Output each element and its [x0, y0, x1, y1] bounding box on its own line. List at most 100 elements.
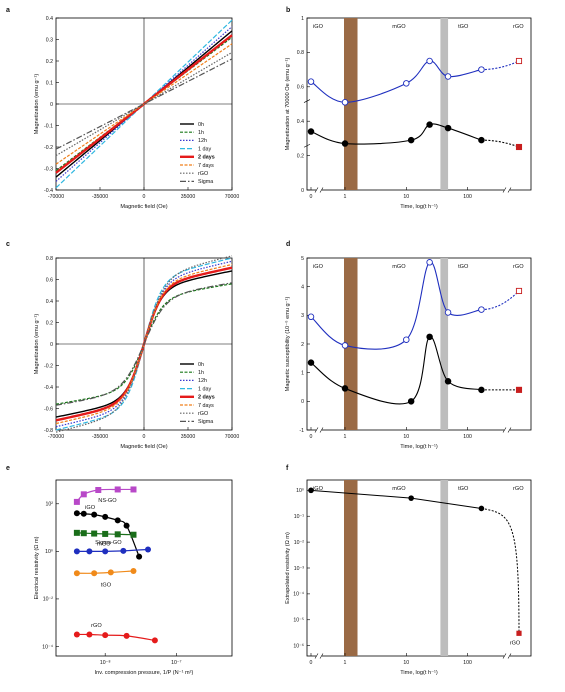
data-point — [91, 570, 98, 577]
data-point — [426, 259, 433, 266]
series-label-NS-GO: NS-GO — [98, 498, 117, 504]
x-axis-label: Magnetic field (Oe) — [120, 204, 167, 210]
region-label-mGO: mGO — [392, 24, 406, 30]
legend-label: 12h — [198, 378, 207, 384]
series-dashed-filled — [481, 139, 520, 148]
chart-panel-a: -0.4 -0.3 -0.2 -0.1 0 0.1 0.2 0.3 0.4 -70000 -3500… — [34, 16, 239, 210]
data-point — [73, 631, 80, 638]
data-point — [444, 73, 452, 80]
x-tick-label: 10 — [403, 660, 409, 666]
axis-break — [303, 99, 311, 103]
legend-label: 12h — [198, 138, 207, 144]
y-tick-label: 0.4 — [297, 119, 304, 125]
series-line-rGO — [55, 255, 233, 433]
data-point — [102, 530, 109, 537]
data-point — [73, 548, 80, 555]
x-tick-label: 10 — [403, 194, 409, 200]
x-tick-label: 100 — [463, 194, 472, 200]
data-point — [86, 631, 93, 638]
series-line-7-days — [55, 43, 233, 165]
data-point — [144, 546, 151, 553]
y-tick-label: 10⁻¹ — [294, 514, 305, 520]
data-point — [307, 128, 315, 135]
y-tick-label: 0.4 — [46, 299, 53, 305]
legend-label: 7 days — [198, 403, 214, 409]
y-tick-label: -0.6 — [44, 406, 53, 412]
axis-break-mask — [316, 188, 322, 192]
panel-letter-b: b — [286, 7, 290, 14]
y-tick-label: 0.2 — [46, 320, 53, 326]
data-point — [478, 386, 485, 394]
legend-label: 2 days — [198, 395, 215, 401]
data-point — [407, 136, 415, 144]
panel-letter-e: e — [6, 465, 10, 472]
data-point — [102, 513, 109, 520]
data-point — [80, 530, 87, 537]
data-point — [73, 529, 80, 536]
legend-label: 1h — [198, 130, 204, 136]
panel-letter-f: f — [286, 465, 289, 472]
x-axis-label: Time, log(t h⁻¹) — [400, 204, 438, 210]
region-label-iGO: iGO — [313, 486, 324, 492]
y-tick-label: 0 — [50, 342, 53, 348]
x-tick-label: 35000 — [181, 194, 196, 200]
legend-label: 7 days — [198, 163, 214, 169]
legend-label: 1h — [198, 370, 204, 376]
panel-letter-a: a — [6, 7, 10, 14]
y-axis-label: Magnetization at 70000 Oe (emu g⁻¹) — [285, 57, 291, 150]
x-axis-label: Time, log(t h⁻¹) — [400, 444, 438, 450]
axis-break-mask — [316, 428, 322, 432]
data-point — [151, 637, 158, 644]
y-tick-label: 0.3 — [46, 37, 53, 43]
data-point-rGO — [515, 57, 523, 65]
data-point — [308, 487, 314, 494]
chart-panel-c: -0.8 -0.6 -0.4 -0.2 0 0.2 0.4 0.6 0.8 -70000 -3500… — [34, 255, 239, 450]
data-point — [341, 140, 349, 147]
data-point — [403, 80, 410, 87]
data-point — [107, 569, 114, 576]
data-point — [130, 531, 137, 538]
series-curve-filled — [310, 336, 482, 405]
axis-break — [314, 187, 319, 193]
data-point — [307, 359, 315, 366]
series-label-tGO: tGO — [101, 582, 112, 588]
x-tick-label: -70000 — [48, 434, 64, 440]
data-point — [120, 547, 127, 554]
axis-break-mask — [504, 428, 510, 432]
rGO-point-label: rGO — [510, 640, 521, 646]
series-curve-open — [310, 60, 482, 103]
y-tick-label: 10⁻⁵ — [293, 618, 304, 624]
gray-band — [440, 480, 449, 656]
series-dashed-open — [481, 290, 520, 311]
y-tick-label: 10⁻⁶ — [293, 643, 304, 649]
y-tick-label: -1 — [299, 428, 304, 434]
y-tick-label: 1 — [301, 370, 304, 376]
data-point — [80, 491, 87, 498]
y-tick-label: 0.2 — [297, 153, 304, 159]
axis-break-mask — [316, 654, 322, 658]
chart-panel-f: iGO mGO tGO rGO 10⁻⁶ 10⁻⁵ 10⁻⁴ 10⁻³ 10⁻² 10⁻¹ 10⁰ 0… — [285, 479, 532, 676]
x-tick-label: 0 — [310, 194, 313, 200]
x-tick-label: 10⁻⁸ — [100, 660, 111, 666]
plot-frame — [306, 17, 532, 191]
axis-break — [314, 427, 319, 433]
x-axis-label: Magnetic field (Oe) — [120, 444, 167, 450]
data-point — [478, 306, 485, 313]
resistivity-dashed — [481, 507, 520, 634]
region-label-mGO: mGO — [392, 486, 406, 492]
y-axis-label: Magnetization (emu g⁻¹) — [34, 314, 40, 375]
y-tick-label: -0.4 — [44, 188, 53, 194]
x-tick-label: 1 — [344, 194, 347, 200]
y-tick-label: -0.1 — [44, 123, 53, 129]
series-curve-open — [310, 261, 482, 350]
data-point — [114, 531, 121, 538]
y-axis-label: Magnetic susceptibility (10⁻⁶ emu g⁻¹) — [284, 297, 291, 392]
legend-label: 0h — [198, 122, 204, 128]
y-tick-label: 4 — [301, 284, 304, 290]
region-label-rGO: rGO — [513, 264, 524, 270]
x-tick-label: 35000 — [181, 434, 196, 440]
y-tick-label: 10⁻² — [294, 540, 305, 546]
data-point — [73, 570, 80, 577]
y-tick-label: 2 — [301, 342, 304, 348]
